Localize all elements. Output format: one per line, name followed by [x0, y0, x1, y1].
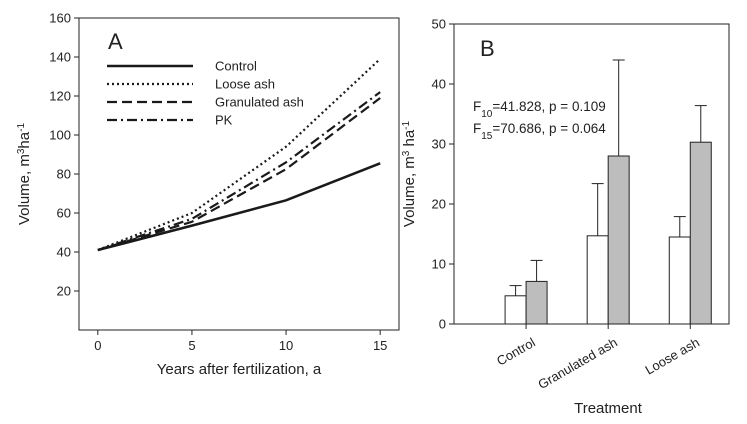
- panel-b-stat-line: F10=41.828, p = 0.109: [473, 99, 606, 120]
- panel-b-stat-line: F15=70.686, p = 0.064: [473, 121, 606, 142]
- panel-b-y-tick-label: 0: [439, 317, 446, 332]
- panel-a-letter: A: [108, 29, 123, 54]
- panel-a-y-tick-label: 20: [57, 284, 71, 299]
- panel-a-series-line-1: [97, 162, 381, 252]
- panel-b-bar: [504, 295, 527, 325]
- panel-b-y-tick-label: 30: [432, 137, 446, 152]
- panel-b-y-tick-label: 10: [432, 257, 446, 272]
- panel-a-y-tick-label: 40: [57, 245, 71, 260]
- panel-b-category-label: Granulated ash: [535, 335, 619, 392]
- panel-a-y-axis-label: Volume, m3ha-1: [16, 123, 34, 225]
- panel-a-legend-label: Loose ash: [215, 77, 275, 92]
- panel-b-bar: [668, 236, 691, 325]
- panel-b-letter: B: [480, 36, 495, 61]
- panel-b-y-tick-label: 20: [432, 197, 446, 212]
- panel-b-category-label: Control: [494, 335, 538, 369]
- panel-a-x-tick-label: 10: [279, 338, 293, 353]
- panel-a-legend: Control Loose ash Granulated ash PK: [107, 59, 304, 128]
- panel-b-bar: [607, 155, 630, 325]
- panel-a-legend-label: PK: [215, 113, 233, 128]
- panel-a-x-tick-label: 15: [373, 338, 387, 353]
- panel-a-y-tick-label: 60: [57, 206, 71, 221]
- panel-a-y-tick-label: 100: [49, 128, 71, 143]
- panel-a-y-tick-label: 80: [57, 167, 71, 182]
- panel-a-series-line-2: [97, 58, 381, 252]
- panel-a-x-tick-label: 0: [94, 338, 101, 353]
- panel-a-y-tick-label: 160: [49, 11, 71, 26]
- panel-b-bar: [586, 235, 609, 325]
- panel-a-y-tick-label: 140: [49, 50, 71, 65]
- panel-b-y-tick-label: 40: [432, 77, 446, 92]
- panel-b-x-axis-label: Treatment: [574, 400, 643, 417]
- panel-a-series-line-4: [97, 91, 381, 252]
- panel-a-series-line-3: [97, 97, 381, 252]
- panel-b-y-axis-label: Volume, m3 ha-1: [401, 120, 419, 227]
- panel-a-x-tick-label: 5: [188, 338, 195, 353]
- panel-a-legend-label: Control: [215, 59, 257, 74]
- panel-b-bar: [525, 280, 548, 325]
- panel-b-category-label: Loose ash: [643, 335, 702, 378]
- panel-a-x-axis-label: Years after fertilization, a: [157, 361, 322, 378]
- panel-b-bar: [689, 141, 712, 325]
- panel-a-legend-label: Granulated ash: [215, 95, 304, 110]
- panel-a-y-tick-label: 120: [49, 89, 71, 104]
- panel-b-y-tick-label: 50: [432, 17, 446, 32]
- panel-a-line-chart: 0 5 10 15 20 40 60 80 100 120 140 160 A Control Loos…: [16, 11, 400, 378]
